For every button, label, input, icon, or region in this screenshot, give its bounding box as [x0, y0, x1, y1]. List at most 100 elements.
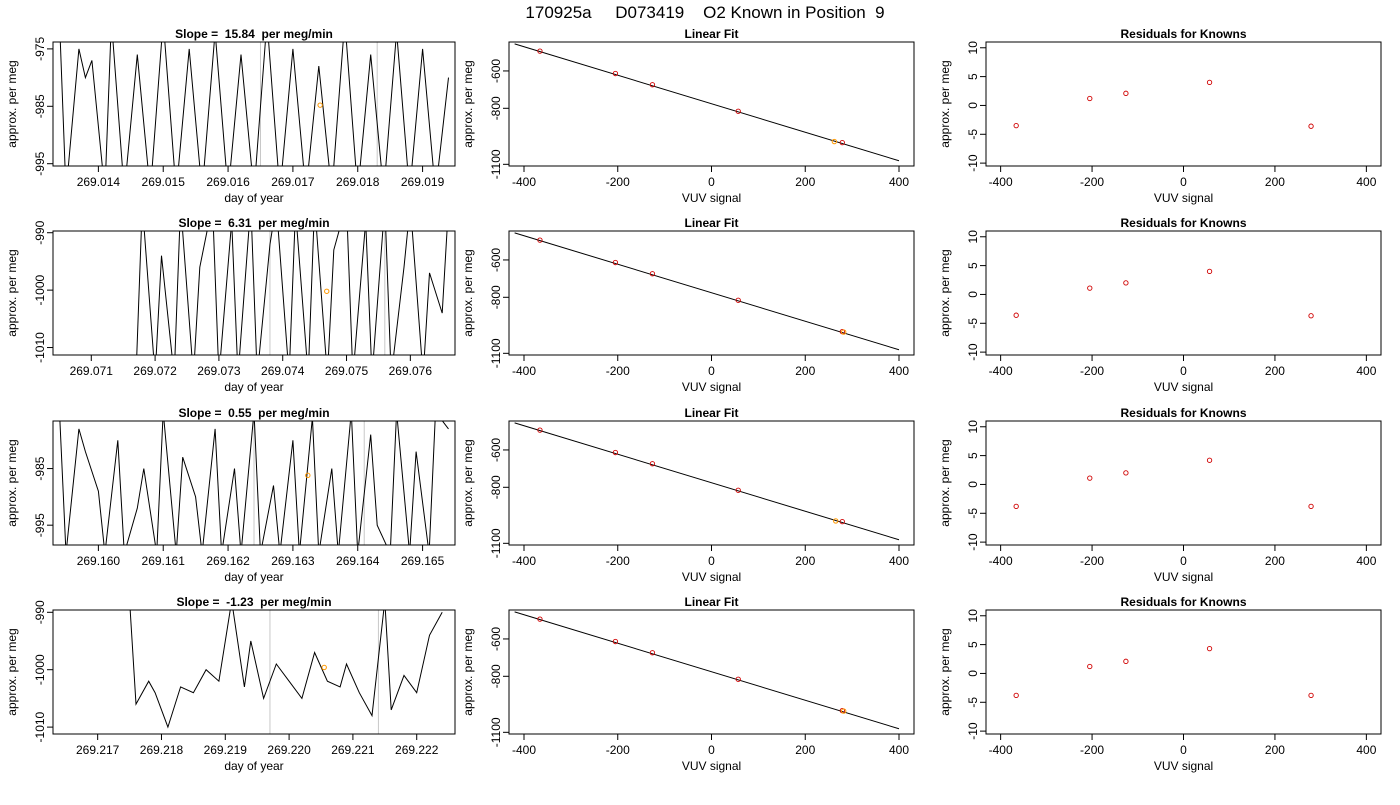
x-axis-label: day of year [224, 191, 283, 205]
plot-frame [52, 41, 456, 167]
data-point [612, 449, 619, 456]
y-axis-label: approx. per meg [938, 249, 952, 336]
y-tick-label: -985 [33, 94, 47, 118]
fit-line [514, 232, 900, 351]
x-tick-label: 200 [795, 364, 815, 378]
x-tick-label: -200 [1080, 743, 1104, 757]
chart-panel: Slope = 6.31 per meg/min 269.071 269.072 26… [5, 216, 456, 394]
x-tick-label: 269.016 [206, 175, 250, 189]
y-tick-label: 5 [966, 262, 980, 269]
data-point [735, 676, 741, 682]
data-point [1206, 457, 1213, 463]
x-tick-label: 0 [1180, 175, 1187, 189]
highlight-point [831, 138, 838, 145]
y-tick-label: -10 [966, 533, 980, 551]
plot-frame [985, 41, 1382, 167]
data-point [537, 48, 543, 54]
x-tick-label: 269.218 [140, 743, 184, 757]
y-tick-label: -1010 [33, 711, 47, 742]
y-tick-label: 5 [966, 641, 980, 648]
x-tick-label: -400 [512, 364, 536, 378]
x-tick-label: 269.075 [325, 364, 369, 378]
y-tick-label: -990 [33, 600, 47, 624]
x-axis-label: VUV signal [682, 570, 741, 584]
y-tick-label: -800 [489, 96, 503, 120]
data-point [1123, 470, 1129, 476]
y-tick-label: -1100 [489, 717, 503, 747]
fit-line [514, 43, 900, 162]
y-tick-label: -600 [489, 59, 503, 83]
x-tick-label: -400 [512, 554, 536, 568]
chart-panel: Linear Fit -400 -200 0 200 400 -600 -800 -1100 VU… [461, 216, 915, 394]
x-tick-label: 200 [1265, 175, 1285, 189]
x-tick-label: 269.160 [77, 554, 121, 568]
data-point [1013, 692, 1019, 699]
data-point [649, 271, 656, 277]
data-point [1087, 95, 1093, 102]
y-tick-label: -5 [966, 508, 980, 519]
highlight-point [840, 708, 847, 714]
y-tick-label: -800 [489, 285, 503, 309]
x-tick-label: 269.162 [206, 554, 250, 568]
plot-frame [52, 230, 456, 356]
y-tick-label: -995 [33, 151, 47, 175]
x-tick-label: 269.221 [331, 743, 375, 757]
data-point [1123, 280, 1129, 286]
data-point [1308, 692, 1314, 699]
x-tick-label: -400 [512, 175, 536, 189]
y-axis-label: approx. per meg [5, 60, 19, 147]
data-point [1206, 268, 1213, 275]
panel-title: Slope = 15.84 per meg/min [175, 27, 333, 41]
panel-title: Residuals for Knowns [1120, 27, 1246, 41]
x-tick-label: -400 [989, 743, 1013, 757]
panel-title: Linear Fit [684, 595, 738, 609]
plot-area [59, 42, 449, 166]
y-tick-label: -975 [33, 37, 47, 61]
y-tick-label: 5 [966, 73, 980, 80]
panel-title: Slope = -1.23 per meg/min [176, 595, 331, 609]
x-tick-label: 200 [1265, 743, 1285, 757]
x-axis-label: VUV signal [1154, 570, 1213, 584]
data-point [1013, 312, 1019, 318]
x-tick-label: 0 [708, 743, 715, 757]
y-tick-label: -600 [489, 248, 503, 272]
x-axis-label: VUV signal [1154, 191, 1213, 205]
data-point [1123, 658, 1129, 664]
x-tick-label: 400 [889, 175, 909, 189]
x-tick-label: 0 [708, 364, 715, 378]
x-axis-label: VUV signal [682, 380, 741, 394]
x-tick-label: 269.073 [197, 364, 241, 378]
y-tick-label: -1010 [33, 332, 47, 363]
x-tick-label: 269.014 [77, 175, 121, 189]
panel-title: Linear Fit [684, 406, 738, 420]
y-tick-label: 10 [966, 230, 980, 244]
y-tick-label: -5 [966, 318, 980, 329]
x-tick-label: 0 [708, 554, 715, 568]
data-point [537, 616, 543, 622]
data-point [1206, 645, 1213, 652]
data-point [1206, 79, 1213, 86]
plot-frame [985, 230, 1382, 356]
data-point [735, 108, 741, 114]
plot-frame [985, 420, 1382, 546]
y-axis-label: approx. per meg [5, 249, 19, 336]
y-axis-label: approx. per meg [461, 60, 475, 147]
y-axis-label: approx. per meg [461, 439, 475, 526]
y-tick-label: -5 [966, 697, 980, 708]
y-tick-label: -1000 [33, 274, 47, 305]
panel-title: Linear Fit [684, 27, 738, 41]
y-tick-label: -1100 [489, 528, 503, 558]
y-tick-label: -600 [489, 438, 503, 462]
data-point [612, 259, 619, 266]
data-point [649, 461, 656, 467]
y-tick-label: 10 [966, 609, 980, 623]
y-tick-label: -800 [489, 664, 503, 688]
x-tick-label: -400 [989, 175, 1013, 189]
data-point [1123, 90, 1129, 96]
x-tick-label: 269.165 [401, 554, 445, 568]
chart-panel: Slope = -1.23 per meg/min 269.217 269.218 2… [5, 595, 456, 773]
x-tick-label: 0 [1180, 743, 1187, 757]
data-point [537, 427, 543, 433]
chart-panel: Residuals for Knowns -400 -200 0 200 400 10 5 0 -… [938, 595, 1382, 773]
y-tick-label: -985 [33, 456, 47, 480]
